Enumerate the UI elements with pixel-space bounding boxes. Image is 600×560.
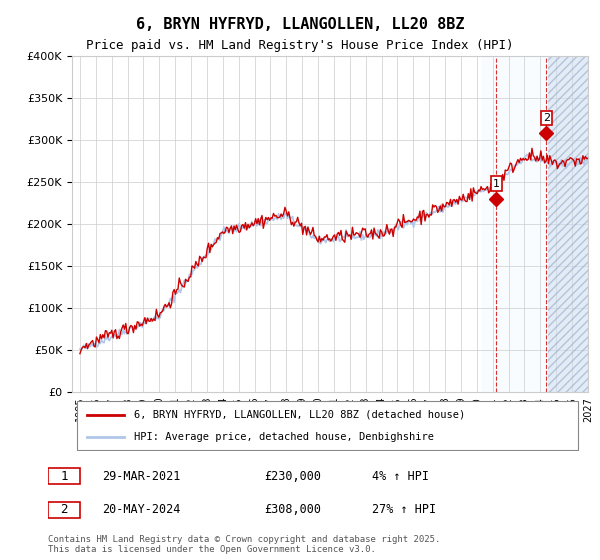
- 6, BRYN HYFRYD, LLANGOLLEN, LL20 8BZ (detached house): [76, 351, 83, 357]
- HPI: Average price, detached house, Denbighshire: (2.02e+03, 2.21e+05): Average price, detached house, Denbighsh…: [447, 203, 454, 209]
- 6, BRYN HYFRYD, LLANGOLLEN, LL20 8BZ (detached house): [529, 145, 536, 152]
- Text: £308,000: £308,000: [264, 503, 321, 516]
- Text: 2: 2: [543, 113, 550, 123]
- FancyBboxPatch shape: [77, 402, 578, 450]
- Text: Price paid vs. HM Land Registry's House Price Index (HPI): Price paid vs. HM Land Registry's House …: [86, 39, 514, 52]
- Line: HPI: Average price, detached house, Denbighshire: HPI: Average price, detached house, Denb…: [80, 155, 588, 350]
- HPI: Average price, detached house, Denbighshire: (2.02e+03, 2.83e+05): Average price, detached house, Denbighsh…: [523, 151, 530, 158]
- HPI: Average price, detached house, Denbighshire: (2.01e+03, 2.1e+05): Average price, detached house, Denbighsh…: [279, 212, 286, 218]
- 6, BRYN HYFRYD, LLANGOLLEN, LL20 8BZ (detached house): [443, 199, 450, 206]
- Text: 1: 1: [493, 179, 500, 189]
- HPI: Average price, detached house, Denbighshire: (2.02e+03, 2.2e+05): Average price, detached house, Denbighsh…: [445, 204, 452, 211]
- Text: Contains HM Land Registry data © Crown copyright and database right 2025.
This d: Contains HM Land Registry data © Crown c…: [48, 535, 440, 554]
- FancyBboxPatch shape: [48, 502, 80, 517]
- 6, BRYN HYFRYD, LLANGOLLEN, LL20 8BZ (detached house): [137, 321, 145, 328]
- Text: 4% ↑ HPI: 4% ↑ HPI: [372, 469, 429, 483]
- HPI: Average price, detached house, Denbighshire: (2.03e+03, 2.79e+05): Average price, detached house, Denbighsh…: [584, 154, 592, 161]
- 6, BRYN HYFRYD, LLANGOLLEN, LL20 8BZ (detached house): [242, 219, 249, 226]
- Line: 6, BRYN HYFRYD, LLANGOLLEN, LL20 8BZ (detached house): 6, BRYN HYFRYD, LLANGOLLEN, LL20 8BZ (de…: [80, 148, 588, 354]
- Text: 27% ↑ HPI: 27% ↑ HPI: [372, 503, 436, 516]
- Text: 29-MAR-2021: 29-MAR-2021: [102, 469, 181, 483]
- Text: £230,000: £230,000: [264, 469, 321, 483]
- Text: 2: 2: [61, 503, 68, 516]
- HPI: Average price, detached house, Denbighshire: (2.02e+03, 2.03e+05): Average price, detached house, Denbighsh…: [397, 218, 404, 225]
- Text: 20-MAY-2024: 20-MAY-2024: [102, 503, 181, 516]
- Text: 6, BRYN HYFRYD, LLANGOLLEN, LL20 8BZ (detached house): 6, BRYN HYFRYD, LLANGOLLEN, LL20 8BZ (de…: [134, 409, 465, 419]
- HPI: Average price, detached house, Denbighshire: (2.01e+03, 1.98e+05): Average price, detached house, Denbighsh…: [243, 222, 250, 229]
- HPI: Average price, detached house, Denbighshire: (2e+03, 5.12e+04): Average price, detached house, Denbighsh…: [76, 346, 83, 352]
- Text: 1: 1: [61, 469, 68, 483]
- Bar: [548, 56, 588, 392]
- Text: HPI: Average price, detached house, Denbighshire: HPI: Average price, detached house, Denb…: [134, 432, 434, 442]
- FancyBboxPatch shape: [48, 468, 80, 484]
- 6, BRYN HYFRYD, LLANGOLLEN, LL20 8BZ (detached house): [584, 155, 592, 162]
- HPI: Average price, detached house, Denbighshire: (2e+03, 5.03e+04): Average price, detached house, Denbighsh…: [77, 347, 85, 353]
- 6, BRYN HYFRYD, LLANGOLLEN, LL20 8BZ (detached house): [396, 218, 403, 225]
- 6, BRYN HYFRYD, LLANGOLLEN, LL20 8BZ (detached house): [446, 202, 453, 208]
- 6, BRYN HYFRYD, LLANGOLLEN, LL20 8BZ (detached house): [278, 211, 285, 217]
- Bar: [482, 56, 588, 392]
- HPI: Average price, detached house, Denbighshire: (2e+03, 7.7e+04): Average price, detached house, Denbighsh…: [139, 324, 146, 330]
- Text: 6, BRYN HYFRYD, LLANGOLLEN, LL20 8BZ: 6, BRYN HYFRYD, LLANGOLLEN, LL20 8BZ: [136, 17, 464, 32]
